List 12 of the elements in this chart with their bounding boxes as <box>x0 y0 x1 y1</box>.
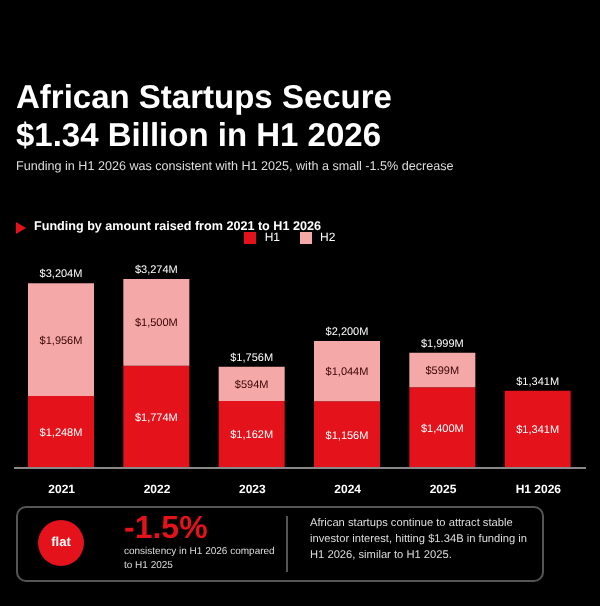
bar <box>123 279 190 366</box>
bar <box>123 365 190 468</box>
bar <box>409 387 476 468</box>
bar <box>218 400 285 468</box>
bar <box>504 390 571 468</box>
bar <box>314 401 380 468</box>
chart-title: African Startups Secure $1.34 Billion in H1 2026 <box>16 80 394 156</box>
bar <box>314 341 380 402</box>
bar <box>28 396 94 468</box>
text: -1.5% <box>124 512 208 546</box>
bar <box>218 366 285 401</box>
bar <box>28 283 94 396</box>
